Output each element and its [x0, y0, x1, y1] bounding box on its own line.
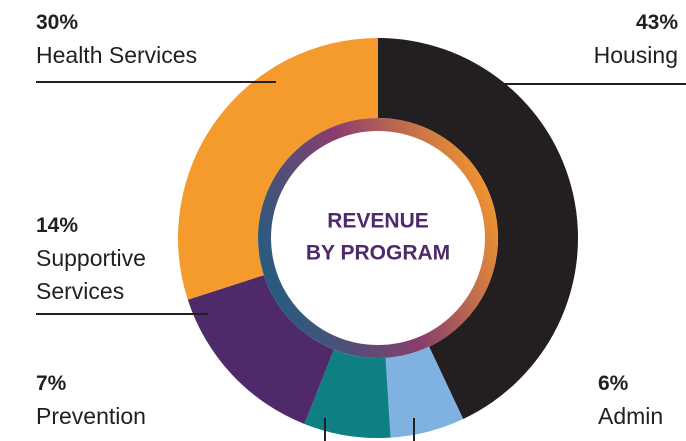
donut-segment	[385, 346, 464, 438]
donut-segment	[304, 349, 391, 439]
center-hole	[271, 131, 485, 345]
category-label: Supportive Services	[36, 245, 146, 304]
chart-title: REVENUE	[327, 210, 429, 233]
slice-label: 14% Supportive Services	[36, 209, 186, 308]
slice-label: 43% Housing	[594, 6, 678, 72]
donut-segment	[177, 38, 378, 300]
value-label: 6%	[598, 372, 629, 395]
donut-segment	[378, 38, 578, 419]
chart-title: BY PROGRAM	[306, 242, 450, 265]
slice-label: 30% Health Services	[36, 6, 197, 72]
donut-segment	[187, 275, 334, 424]
value-label: 14%	[36, 214, 79, 237]
slice-label: 7% Prevention	[36, 367, 146, 433]
value-label: 7%	[36, 372, 67, 395]
value-label: 43%	[635, 11, 678, 34]
slice-label: 6% Admin	[598, 367, 663, 433]
category-label: Admin	[598, 403, 664, 429]
value-label: 30%	[36, 11, 79, 34]
category-label: Housing	[593, 42, 678, 68]
category-label: Prevention	[36, 403, 146, 429]
category-label: Health Services	[36, 42, 198, 68]
